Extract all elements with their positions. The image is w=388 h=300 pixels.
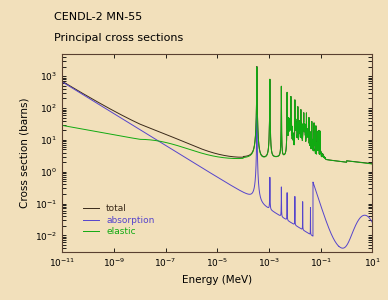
elastic (243, 155, 248, 159)
X-axis label: Energy (MeV): Energy (MeV) (182, 275, 252, 285)
total (257, 146, 262, 150)
total (255, 65, 259, 68)
total (290, 137, 294, 140)
elastic (290, 137, 294, 140)
Line: absorption: absorption (62, 82, 372, 248)
elastic (60, 124, 64, 127)
elastic (257, 147, 262, 151)
elastic (172, 143, 177, 146)
Text: Principal cross sections: Principal cross sections (54, 33, 184, 43)
Line: total: total (62, 67, 372, 164)
absorption (340, 246, 345, 250)
total (370, 162, 375, 166)
absorption (75, 90, 80, 93)
absorption (307, 232, 311, 235)
total (60, 80, 64, 83)
elastic (307, 130, 311, 134)
total (243, 154, 248, 158)
Line: elastic: elastic (62, 67, 372, 164)
total (75, 89, 80, 92)
absorption (60, 80, 64, 84)
elastic (370, 162, 375, 166)
absorption (290, 221, 294, 225)
total (172, 136, 177, 140)
elastic (75, 126, 80, 130)
absorption (257, 189, 262, 193)
absorption (172, 149, 177, 153)
elastic (255, 65, 259, 69)
Text: CENDL-2 MN-55: CENDL-2 MN-55 (54, 12, 142, 22)
absorption (370, 221, 375, 225)
total (307, 130, 311, 134)
absorption (243, 191, 248, 195)
Y-axis label: Cross section (barns): Cross section (barns) (19, 98, 29, 208)
Legend: total, absorption, elastic: total, absorption, elastic (79, 201, 158, 240)
